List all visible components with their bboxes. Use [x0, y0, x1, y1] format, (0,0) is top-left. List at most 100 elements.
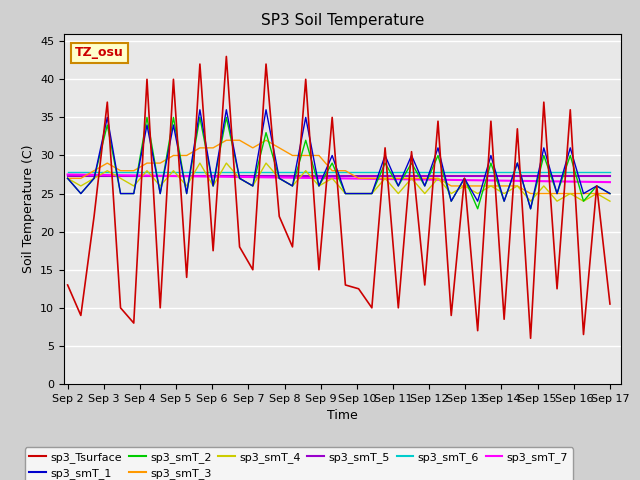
sp3_smT_5: [262, 173, 270, 179]
sp3_smT_3: [156, 160, 164, 166]
sp3_smT_6: [342, 169, 349, 175]
sp3_smT_2: [580, 198, 588, 204]
sp3_Tsurface: [342, 282, 349, 288]
sp3_smT_7: [275, 175, 283, 180]
sp3_smT_5: [302, 173, 310, 179]
sp3_smT_3: [342, 168, 349, 174]
Line: sp3_smT_3: sp3_smT_3: [68, 140, 610, 193]
Text: TZ_osu: TZ_osu: [75, 47, 124, 60]
sp3_smT_3: [566, 191, 574, 196]
sp3_smT_2: [593, 183, 600, 189]
sp3_smT_3: [487, 183, 495, 189]
sp3_smT_1: [289, 183, 296, 189]
sp3_smT_7: [77, 172, 84, 178]
sp3_smT_1: [170, 122, 177, 128]
sp3_Tsurface: [447, 312, 455, 318]
sp3_smT_4: [104, 168, 111, 174]
sp3_Tsurface: [77, 312, 84, 318]
sp3_smT_7: [315, 175, 323, 181]
sp3_smT_6: [513, 169, 521, 175]
sp3_smT_3: [90, 168, 98, 174]
sp3_smT_5: [90, 173, 98, 179]
sp3_smT_7: [170, 173, 177, 179]
sp3_Tsurface: [381, 145, 389, 151]
sp3_smT_2: [315, 183, 323, 189]
sp3_Tsurface: [156, 305, 164, 311]
sp3_smT_6: [580, 169, 588, 175]
sp3_smT_3: [381, 176, 389, 181]
sp3_smT_7: [461, 177, 468, 183]
sp3_smT_5: [513, 173, 521, 179]
sp3_smT_1: [580, 191, 588, 196]
sp3_Tsurface: [487, 118, 495, 124]
sp3_smT_7: [355, 176, 362, 181]
sp3_smT_2: [170, 115, 177, 120]
sp3_smT_2: [381, 160, 389, 166]
sp3_Tsurface: [209, 248, 217, 253]
sp3_Tsurface: [421, 282, 429, 288]
sp3_Tsurface: [223, 54, 230, 60]
sp3_smT_7: [368, 176, 376, 181]
sp3_Tsurface: [104, 99, 111, 105]
sp3_smT_1: [593, 183, 600, 189]
sp3_smT_7: [487, 178, 495, 183]
sp3_smT_4: [553, 198, 561, 204]
sp3_smT_7: [593, 179, 600, 185]
sp3_smT_4: [156, 183, 164, 189]
sp3_smT_2: [408, 160, 415, 166]
sp3_smT_1: [223, 107, 230, 113]
sp3_smT_1: [104, 115, 111, 120]
sp3_smT_5: [408, 173, 415, 179]
sp3_smT_5: [368, 173, 376, 179]
sp3_smT_6: [90, 169, 98, 175]
sp3_smT_4: [368, 191, 376, 196]
sp3_smT_3: [223, 137, 230, 143]
sp3_smT_7: [64, 172, 72, 178]
sp3_smT_3: [513, 183, 521, 189]
sp3_smT_3: [77, 176, 84, 181]
sp3_smT_1: [236, 176, 243, 181]
sp3_smT_6: [461, 169, 468, 175]
sp3_smT_2: [262, 130, 270, 135]
sp3_smT_2: [487, 160, 495, 166]
sp3_smT_1: [408, 153, 415, 158]
sp3_smT_2: [527, 206, 534, 212]
sp3_smT_3: [580, 191, 588, 196]
sp3_smT_5: [275, 173, 283, 179]
Line: sp3_smT_2: sp3_smT_2: [68, 118, 610, 209]
sp3_smT_1: [196, 107, 204, 113]
sp3_smT_5: [196, 173, 204, 179]
sp3_smT_1: [116, 191, 124, 196]
sp3_smT_6: [289, 169, 296, 175]
sp3_smT_3: [183, 153, 191, 158]
sp3_smT_3: [275, 145, 283, 151]
Legend: sp3_Tsurface, sp3_smT_1, sp3_smT_2, sp3_smT_3, sp3_smT_4, sp3_smT_5, sp3_smT_6, : sp3_Tsurface, sp3_smT_1, sp3_smT_2, sp3_…: [25, 447, 573, 480]
sp3_smT_6: [553, 169, 561, 175]
sp3_smT_2: [64, 176, 72, 181]
sp3_smT_1: [64, 176, 72, 181]
sp3_smT_5: [487, 173, 495, 179]
X-axis label: Time: Time: [327, 409, 358, 422]
sp3_smT_4: [434, 176, 442, 181]
Line: sp3_smT_7: sp3_smT_7: [68, 175, 610, 182]
sp3_smT_1: [315, 183, 323, 189]
sp3_smT_7: [408, 177, 415, 182]
sp3_smT_4: [447, 191, 455, 196]
sp3_smT_5: [461, 173, 468, 179]
sp3_smT_4: [275, 176, 283, 181]
sp3_Tsurface: [90, 214, 98, 219]
sp3_smT_5: [447, 173, 455, 179]
sp3_smT_6: [394, 169, 402, 175]
sp3_smT_4: [64, 176, 72, 181]
sp3_Tsurface: [183, 275, 191, 280]
sp3_smT_4: [223, 160, 230, 166]
sp3_smT_7: [421, 177, 429, 182]
sp3_smT_7: [513, 178, 521, 184]
sp3_smT_1: [540, 145, 548, 151]
sp3_smT_7: [302, 175, 310, 181]
sp3_smT_2: [606, 191, 614, 196]
sp3_smT_4: [236, 176, 243, 181]
sp3_smT_3: [116, 168, 124, 174]
sp3_smT_5: [315, 173, 323, 179]
sp3_smT_4: [130, 183, 138, 189]
